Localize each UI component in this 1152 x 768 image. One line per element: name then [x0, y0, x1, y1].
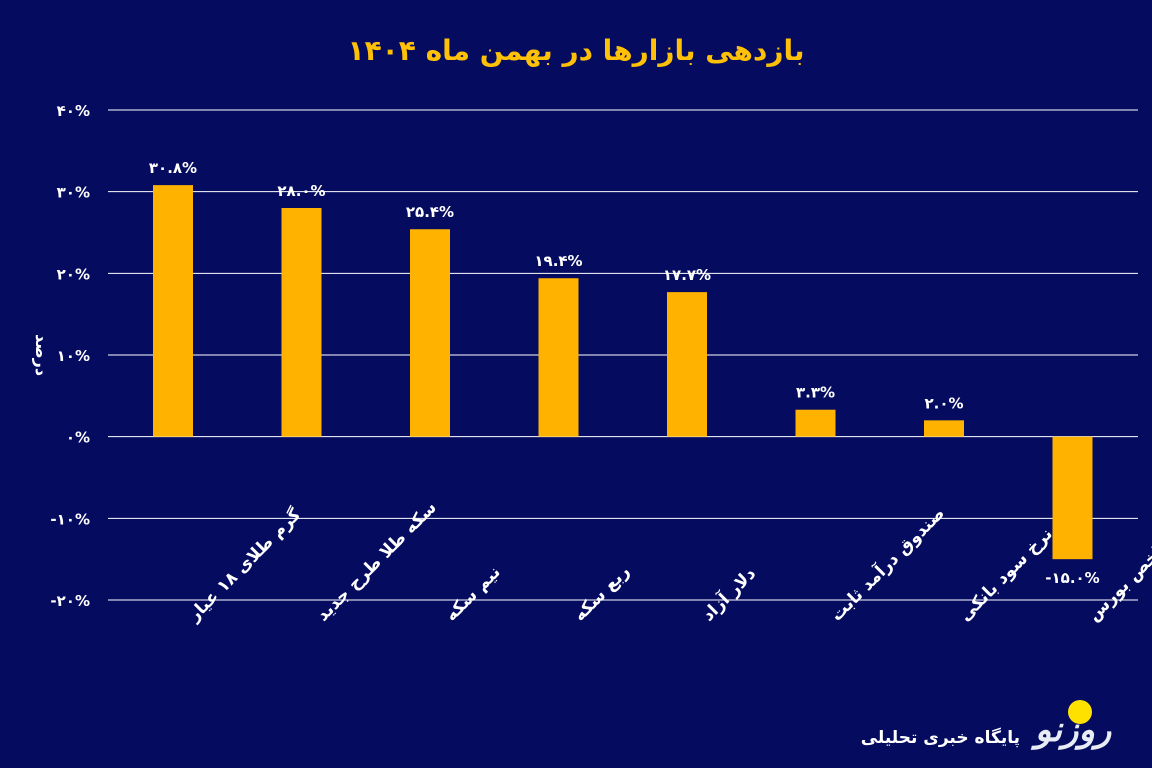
y-tick-label: ۱۰% [57, 347, 90, 365]
data-label: ۳۰.۸% [149, 159, 197, 177]
bar [924, 420, 964, 437]
y-tick-label: ۲۰% [57, 265, 90, 283]
logo-mark: روزنو [1035, 710, 1112, 750]
bar [281, 208, 322, 437]
x-tick-label: دلار آزاد [697, 562, 760, 625]
y-tick-label: -۱۰% [50, 510, 90, 528]
x-tick-label: سکه طلا طرح جدید [313, 498, 441, 626]
chart-title: بازدهی بازارها در بهمن ماه ۱۴۰۴ [347, 34, 805, 67]
y-tick-label: ۴۰% [57, 102, 90, 120]
bar [410, 229, 450, 437]
bar [153, 185, 193, 437]
x-tick-label: نرخ سود بانکی [955, 524, 1056, 625]
data-label: ۱۷.۷% [663, 266, 711, 284]
y-tick-label: ۰% [66, 429, 90, 447]
logo-tagline: پایگاه خبری تحلیلی [860, 728, 1020, 748]
logo: پایگاه خبری تحلیلی روزنو [840, 700, 1140, 760]
data-label: ۲.۰% [924, 394, 963, 412]
data-label: ۲۸.۰% [277, 182, 325, 200]
bar [667, 292, 707, 437]
x-tick-label: نیم سکه [441, 562, 504, 625]
x-tick-label: صندوق درآمد ثابت [825, 502, 948, 625]
y-tick-label: ۳۰% [57, 184, 90, 202]
data-label: ۲۵.۴% [406, 203, 454, 221]
bar [1052, 436, 1093, 560]
x-tick-label: ربع سکه [570, 561, 634, 625]
bar [538, 278, 579, 437]
x-tick-label: گرم طلای ۱۸ عیار [183, 504, 305, 626]
data-label: ۳.۳% [796, 384, 835, 402]
y-tick-label: -۲۰% [50, 592, 90, 610]
bar [795, 409, 836, 437]
data-label: -۱۵.۰% [1045, 569, 1099, 587]
y-axis-label: درصد [32, 334, 51, 376]
logo-sun-icon [1068, 700, 1092, 724]
data-label: ۱۹.۴% [534, 252, 582, 270]
